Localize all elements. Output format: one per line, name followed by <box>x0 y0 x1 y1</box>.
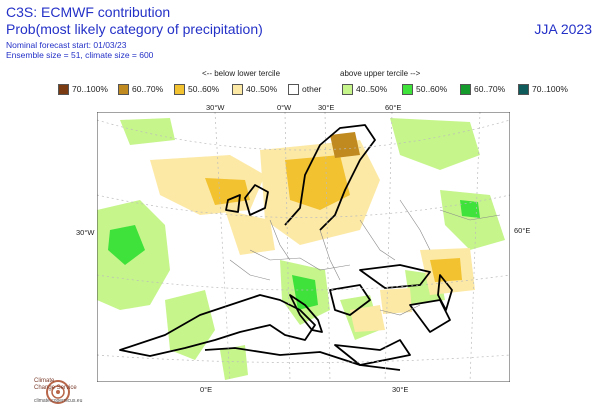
map-title: C3S: ECMWF contribution <box>6 4 171 20</box>
top-gridline-label: 30°E <box>318 103 335 112</box>
legend-swatch <box>518 83 529 95</box>
top-gridline-label: 60°E <box>385 103 402 112</box>
legend-swatch <box>58 83 69 95</box>
season-label: JJA 2023 <box>534 21 592 37</box>
top-gridline-label: 0°W <box>277 103 292 112</box>
legend-label: 70..100% <box>72 84 108 94</box>
legend-swatch <box>402 83 413 95</box>
forecast-start-label: Nominal forecast start: 01/03/23 <box>6 40 127 50</box>
below-tercile-label: <-- below lower tercile <box>202 69 281 78</box>
top-gridline-label: 30°W <box>206 103 225 112</box>
logo-name-line1: Climate <box>34 378 55 384</box>
legend-swatch <box>288 83 299 95</box>
coastlines <box>119 124 453 371</box>
legend-label: 50..60% <box>416 84 448 94</box>
legend-swatch <box>118 83 129 95</box>
above-tercile-label: above upper tercile --> <box>340 69 421 78</box>
legend-item: 60..70% <box>460 82 505 96</box>
copernicus-logo-icon <box>46 380 70 404</box>
legend-label: 50..60% <box>188 84 220 94</box>
precipitation-map <box>97 112 510 382</box>
bottom-gridline-label: 0°E <box>200 385 213 394</box>
legend-swatch <box>232 83 243 95</box>
graticule <box>97 112 510 382</box>
logo-url: climate.copernicus.eu <box>34 398 83 404</box>
bottom-gridline-label: 30°E <box>392 385 409 394</box>
right-gridline-label: 60°E <box>514 226 531 235</box>
legend-item: other <box>288 82 321 96</box>
ensemble-size-label: Ensemble size = 51, climate size = 600 <box>6 50 154 60</box>
legend-item: 70..100% <box>58 82 108 96</box>
map-subtitle: Prob(most likely category of precipitati… <box>6 21 263 37</box>
country-borders <box>229 199 501 316</box>
legend-swatch <box>342 83 353 95</box>
legend-item: 40..50% <box>232 82 277 96</box>
legend-item: 70..100% <box>518 82 568 96</box>
legend-label: 60..70% <box>132 84 164 94</box>
legend-label: other <box>302 84 322 94</box>
legend-swatch <box>174 83 185 95</box>
legend-item: 60..70% <box>118 82 163 96</box>
legend-item: 50..60% <box>174 82 219 96</box>
legend-item: 50..60% <box>402 82 447 96</box>
legend-label: 60..70% <box>474 84 506 94</box>
legend-label: 40..50% <box>356 84 388 94</box>
legend-label: 40..50% <box>246 84 278 94</box>
legend-label: 70..100% <box>532 84 568 94</box>
legend-swatch <box>460 83 471 95</box>
color-legend: 70..100% 60..70% 50..60% 40..50% other 40..50… <box>0 82 600 98</box>
legend-item: 40..50% <box>342 82 387 96</box>
left-gridline-label: 30°W <box>76 228 95 237</box>
logo-name-line2: Change Service <box>34 385 77 391</box>
